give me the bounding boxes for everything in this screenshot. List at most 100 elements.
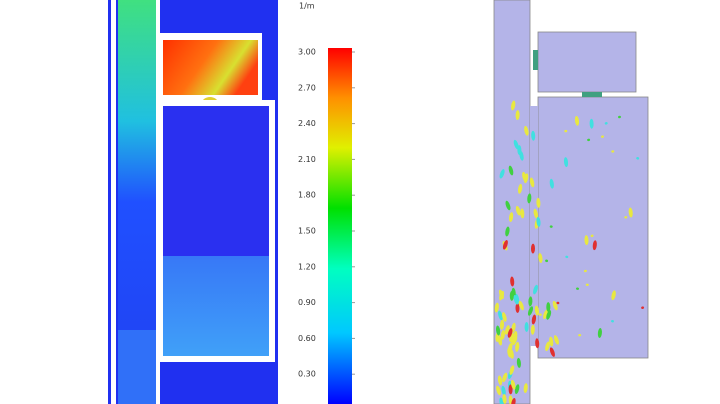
agent xyxy=(530,243,536,254)
agent xyxy=(524,125,529,136)
agent xyxy=(498,289,504,300)
agent xyxy=(504,325,510,335)
agent xyxy=(507,347,512,358)
agent xyxy=(515,110,520,121)
agent xyxy=(514,384,520,394)
agent xyxy=(494,302,499,313)
agent xyxy=(530,324,535,335)
agent xyxy=(628,207,633,218)
agent xyxy=(510,379,516,390)
agent xyxy=(509,212,514,223)
agent xyxy=(641,306,645,309)
agent xyxy=(496,325,501,336)
agent xyxy=(533,284,538,295)
agent xyxy=(624,216,628,219)
colorbar-tick-label: 3.00 xyxy=(298,48,316,57)
agent xyxy=(554,335,559,345)
agent xyxy=(501,385,506,396)
colorbar: 1/m 3.00 2.70 2.40 2.10 1.80 1.50 1.20 0.90 0.60… xyxy=(298,2,355,404)
agent xyxy=(502,372,508,383)
agent xyxy=(497,375,503,386)
agent xyxy=(496,385,501,396)
agent xyxy=(546,310,552,320)
agent xyxy=(522,171,527,182)
agent xyxy=(523,383,528,394)
agent xyxy=(507,328,513,338)
agent xyxy=(549,225,553,228)
agent xyxy=(584,235,589,246)
agent xyxy=(543,309,549,320)
agent xyxy=(505,200,511,211)
agent xyxy=(511,100,516,111)
agent xyxy=(564,129,568,133)
agent xyxy=(549,347,555,357)
agent xyxy=(549,336,554,347)
agent xyxy=(545,259,549,263)
agent xyxy=(508,384,513,395)
agent xyxy=(536,197,541,208)
agent xyxy=(513,139,519,150)
agent xyxy=(589,118,594,129)
agent xyxy=(576,287,579,290)
agent xyxy=(611,150,615,153)
agent xyxy=(585,283,589,286)
agent xyxy=(590,234,594,238)
agent xyxy=(618,115,621,119)
colorbar-tick-label: 1.50 xyxy=(298,227,316,236)
agent xyxy=(518,300,524,311)
colorbar-gradient xyxy=(328,48,352,404)
agent xyxy=(520,208,525,219)
agent xyxy=(531,130,536,141)
colorbar-tick-label: 1.80 xyxy=(298,191,316,200)
agent xyxy=(510,276,515,287)
agent xyxy=(519,150,524,161)
agent xyxy=(583,269,587,273)
agent xyxy=(533,208,539,219)
agent xyxy=(552,300,558,311)
agent xyxy=(597,328,602,338)
agent xyxy=(513,294,519,305)
agent xyxy=(601,135,604,138)
colorbar-tick-label: 0.90 xyxy=(298,298,316,307)
agent xyxy=(536,216,541,227)
colorbar-tick-label: 2.10 xyxy=(298,155,316,164)
agent xyxy=(498,310,503,321)
smoke-view xyxy=(108,0,278,404)
agent xyxy=(611,290,616,301)
agent xyxy=(538,313,542,316)
agent xyxy=(528,296,533,307)
colorbar-tick-label: 2.40 xyxy=(298,119,316,128)
agent xyxy=(531,314,537,325)
colorbar-tick-label: 2.70 xyxy=(298,83,316,92)
agent xyxy=(515,341,520,352)
agent xyxy=(565,255,569,259)
agent xyxy=(534,305,539,316)
agent xyxy=(499,169,505,179)
agent xyxy=(556,301,560,305)
agent xyxy=(529,177,535,188)
agent xyxy=(535,338,540,349)
agent xyxy=(587,138,591,142)
agent xyxy=(578,333,582,337)
agent xyxy=(500,329,506,340)
agent xyxy=(563,157,569,168)
agent xyxy=(527,193,532,204)
agent xyxy=(517,183,523,194)
agent xyxy=(505,226,510,237)
agent xyxy=(538,253,543,263)
agent xyxy=(546,302,551,313)
agent xyxy=(524,322,529,332)
agent xyxy=(527,306,534,316)
agent xyxy=(611,319,614,323)
agent xyxy=(515,303,520,313)
agent xyxy=(592,240,597,251)
agent xyxy=(549,178,554,189)
agent xyxy=(512,335,518,346)
colorbar-tick-label: 1.20 xyxy=(298,262,316,271)
agent xyxy=(502,240,508,250)
agent xyxy=(511,398,516,404)
agent xyxy=(636,157,640,160)
agent xyxy=(515,205,521,216)
